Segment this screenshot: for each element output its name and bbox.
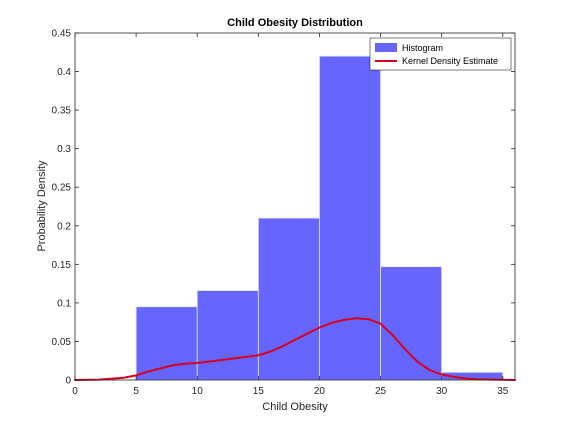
histogram-bar <box>380 266 443 381</box>
histogram-bar <box>135 306 198 381</box>
y-tick-label: 0 <box>65 376 71 387</box>
histogram-bar <box>196 290 259 381</box>
x-tick-label: 15 <box>253 386 265 397</box>
y-axis-label: Probability Density <box>36 160 48 252</box>
y-tick-label: 0.3 <box>57 144 71 155</box>
y-tick-label: 0.05 <box>52 337 72 348</box>
chart-title: Child Obesity Distribution <box>227 17 363 29</box>
x-tick-label: 20 <box>314 386 326 397</box>
legend-histogram-label: Histogram <box>402 43 443 53</box>
x-tick-label: 5 <box>133 386 139 397</box>
x-tick-label: 25 <box>375 386 387 397</box>
axes-box <box>74 32 516 381</box>
x-tick-label: 0 <box>72 386 78 397</box>
kde-line <box>74 317 516 381</box>
legend-kde-label: Kernel Density Estimate <box>402 56 498 66</box>
y-tick-label: 0.4 <box>57 67 71 78</box>
y-tick-label: 0.15 <box>52 260 72 271</box>
histogram-bar <box>319 55 381 381</box>
histogram-bar <box>257 217 320 381</box>
x-axis-label: Child Obesity <box>262 401 328 413</box>
y-axis: 0 0.05 0.1 0.15 0.2 0.25 0.3 0.35 0.4 0.45 <box>52 29 515 387</box>
x-tick-label: 35 <box>497 386 509 397</box>
histogram-bars <box>135 55 504 381</box>
x-axis: 0 5 10 15 20 25 30 35 <box>72 33 509 397</box>
x-tick-label: 10 <box>192 386 204 397</box>
kde-layer <box>74 317 516 381</box>
x-tick-label: 30 <box>436 386 448 397</box>
legend: Histogram Kernel Density Estimate <box>369 37 512 71</box>
y-tick-label: 0.35 <box>52 106 72 117</box>
y-tick-label: 0.25 <box>52 183 72 194</box>
y-tick-label: 0.45 <box>52 29 72 40</box>
y-tick-label: 0.2 <box>57 221 71 232</box>
legend-histogram-swatch <box>375 43 397 52</box>
y-tick-label: 0.1 <box>57 298 71 309</box>
